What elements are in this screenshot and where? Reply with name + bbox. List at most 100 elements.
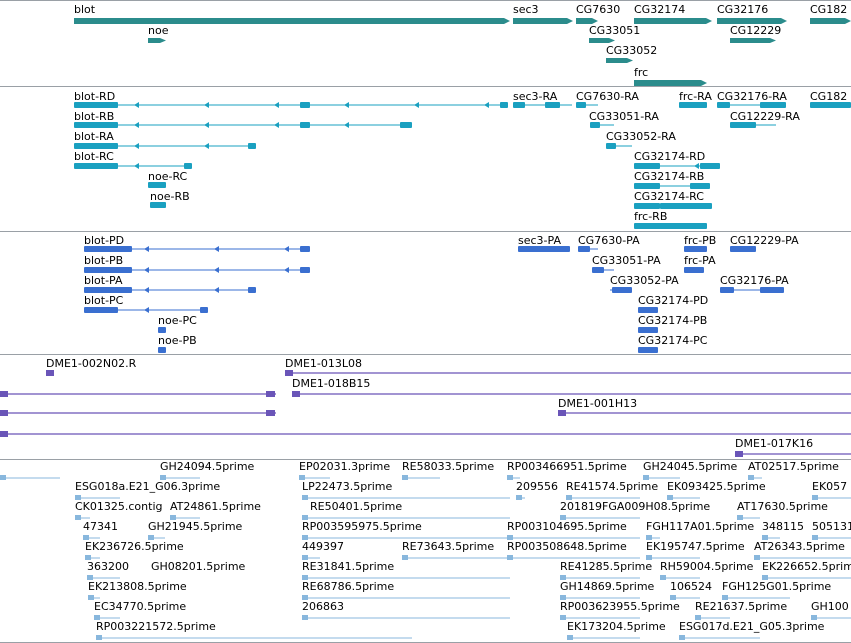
est-feature[interactable]: EK236726.5prime xyxy=(85,540,184,553)
est-block[interactable] xyxy=(566,495,572,500)
gene-feature[interactable]: CG33051 xyxy=(589,24,640,43)
protein-feature[interactable]: CG33051-PA xyxy=(592,254,661,273)
est-block[interactable] xyxy=(748,475,754,480)
est-feature[interactable]: AT17630.5prime xyxy=(737,500,828,513)
est-block[interactable] xyxy=(560,595,566,600)
protein-exon-block[interactable] xyxy=(684,246,707,252)
transcript-exon-block[interactable] xyxy=(300,102,310,108)
transcript-feature[interactable]: CG7630-RA xyxy=(576,90,639,108)
est-block[interactable] xyxy=(646,555,652,560)
est-block[interactable] xyxy=(643,475,649,480)
protein-exon-block[interactable] xyxy=(730,246,756,252)
est-feature[interactable]: GH24045.5prime xyxy=(643,460,738,473)
transcript-exon-block[interactable] xyxy=(634,163,660,169)
est-block[interactable] xyxy=(811,615,817,620)
est-feature[interactable]: GH14869.5prime xyxy=(560,580,655,593)
transcript-feature[interactable]: sec3-RA xyxy=(513,90,572,108)
est-feature[interactable]: FGH125G01.5prime xyxy=(722,580,831,593)
est-block[interactable] xyxy=(402,475,408,480)
gene-feature[interactable]: CG32176 xyxy=(717,3,787,24)
clone-feature[interactable] xyxy=(0,431,851,437)
est-block[interactable] xyxy=(762,535,768,540)
gene-glyph[interactable] xyxy=(576,18,598,24)
est-block[interactable] xyxy=(507,555,513,560)
protein-exon-block[interactable] xyxy=(638,347,658,353)
est-block[interactable] xyxy=(302,615,308,620)
gene-feature[interactable]: blot xyxy=(74,3,510,24)
transcript-feature[interactable]: CG182 xyxy=(810,90,851,108)
clone-end[interactable] xyxy=(0,391,8,397)
transcript-exon-block[interactable] xyxy=(545,102,560,108)
gene-glyph[interactable] xyxy=(717,18,787,24)
protein-feature[interactable]: blot-PC xyxy=(84,294,208,313)
transcript-feature[interactable]: blot-RA xyxy=(74,130,256,149)
est-feature[interactable]: RE73643.5prime xyxy=(402,540,494,553)
est-block[interactable] xyxy=(507,535,513,540)
est-feature[interactable]: RE50401.5prime xyxy=(310,500,402,513)
protein-feature[interactable]: CG33052-PA xyxy=(610,274,679,293)
transcript-exon-block[interactable] xyxy=(730,122,756,128)
gene-feature[interactable]: frc xyxy=(634,66,707,86)
gene-glyph[interactable] xyxy=(589,38,615,43)
est-feature[interactable]: RP003595975.5prime xyxy=(302,520,422,533)
transcript-exon-block[interactable] xyxy=(184,163,192,169)
est-block[interactable] xyxy=(94,615,100,620)
est-block[interactable] xyxy=(75,495,81,500)
est-block[interactable] xyxy=(302,515,308,520)
protein-feature[interactable]: CG32174-PB xyxy=(638,314,707,333)
est-feature[interactable]: RE41574.5prime xyxy=(566,480,658,493)
est-block[interactable] xyxy=(96,635,102,640)
protein-feature[interactable]: CG32174-PD xyxy=(638,294,708,313)
transcript-exon-block[interactable] xyxy=(660,203,712,209)
transcript-exon-block[interactable] xyxy=(74,163,118,169)
gene-feature[interactable]: sec3 xyxy=(513,3,573,24)
est-feature[interactable]: RE31841.5prime xyxy=(302,560,394,573)
protein-feature[interactable]: noe-PB xyxy=(158,334,197,353)
protein-exon-block[interactable] xyxy=(200,307,208,313)
transcript-exon-block[interactable] xyxy=(634,223,707,229)
est-feature[interactable]: 363200 xyxy=(87,560,129,573)
clone-feature[interactable]: DME1-013L08 xyxy=(285,357,851,376)
protein-feature[interactable]: blot-PB xyxy=(84,254,310,273)
transcript-exon-block[interactable] xyxy=(700,163,720,169)
gene-feature[interactable]: noe xyxy=(148,24,169,43)
clone-end[interactable] xyxy=(0,410,8,416)
protein-exon-block[interactable] xyxy=(84,267,132,273)
est-feature[interactable]: AT24861.5prime xyxy=(170,500,261,513)
est-block[interactable] xyxy=(567,635,573,640)
est-feature[interactable]: EK226652.5prime xyxy=(762,560,851,573)
est-block[interactable] xyxy=(754,555,760,560)
est-feature[interactable]: 449397 xyxy=(302,540,344,553)
clone-end[interactable] xyxy=(285,370,293,376)
est-feature[interactable]: EK213808.5prime xyxy=(88,580,187,593)
est-block[interactable] xyxy=(722,595,728,600)
transcript-feature[interactable]: CG33052-RA xyxy=(606,130,676,149)
transcript-exon-block[interactable] xyxy=(74,102,118,108)
clone-feature[interactable]: DME1-017K16 xyxy=(735,437,851,457)
protein-feature[interactable]: frc-PA xyxy=(684,254,716,273)
est-feature[interactable]: RE68786.5prime xyxy=(302,580,394,593)
est-feature[interactable]: RP003466951.5prime xyxy=(507,460,627,473)
protein-exon-block[interactable] xyxy=(300,246,310,252)
est-feature[interactable]: CK01325.contig xyxy=(75,500,162,513)
transcript-exon-block[interactable] xyxy=(400,122,412,128)
est-block[interactable] xyxy=(762,575,768,580)
est-block[interactable] xyxy=(667,495,673,500)
protein-exon-block[interactable] xyxy=(248,287,256,293)
transcript-feature[interactable]: CG32174-RC xyxy=(634,190,712,209)
transcript-exon-block[interactable] xyxy=(248,143,256,149)
gene-feature[interactable]: CG182 xyxy=(810,3,851,24)
protein-feature[interactable]: CG32174-PC xyxy=(638,334,708,353)
est-feature[interactable]: RP003508648.5prime xyxy=(507,540,627,553)
protein-feature[interactable]: blot-PA xyxy=(84,274,256,293)
est-feature[interactable]: 201819FGA009H08.5prime xyxy=(560,500,710,513)
est-feature[interactable]: GH21945.5prime xyxy=(148,520,243,533)
est-feature[interactable]: LP22473.5prime xyxy=(302,480,393,493)
protein-exon-block[interactable] xyxy=(638,307,658,313)
transcript-exon-block[interactable] xyxy=(634,183,660,189)
est-feature[interactable]: GH08201.5prime xyxy=(151,560,246,573)
protein-exon-block[interactable] xyxy=(720,287,734,293)
est-block[interactable] xyxy=(737,515,743,520)
transcript-exon-block[interactable] xyxy=(690,183,710,189)
est-block[interactable] xyxy=(660,575,666,580)
